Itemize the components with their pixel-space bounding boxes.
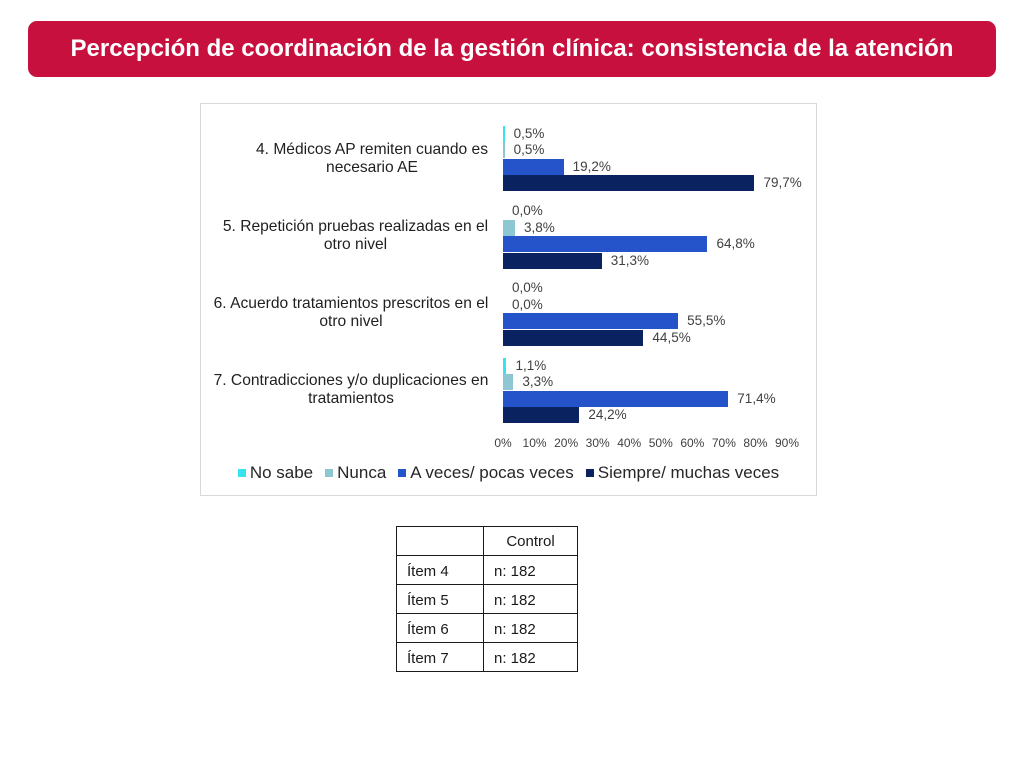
table-row: Ítem 6 n: 182 (396, 613, 578, 643)
n-cell: n: 182 (483, 584, 578, 614)
bar (503, 125, 505, 142)
data-label: 55,5% (687, 313, 726, 329)
chart: 4. Médicos AP remiten cuando es necesari… (200, 103, 817, 496)
x-tick-label: 0% (494, 436, 512, 450)
legend-item: A veces/ pocas veces (398, 463, 574, 483)
table-header-row: Control (396, 526, 578, 556)
legend-item: Siempre/ muchas veces (585, 463, 780, 483)
n-cell: n: 182 (483, 642, 578, 672)
x-tick-label: 50% (648, 436, 673, 450)
data-label: 1,1% (515, 357, 547, 373)
data-label: 3,8% (523, 219, 555, 235)
category-label: 7. Contradicciones y/o duplicaciones en … (213, 372, 489, 408)
legend-item: Nunca (325, 463, 386, 483)
x-tick-label: 10% (522, 436, 547, 450)
bar (503, 252, 602, 269)
x-tick-label: 90% (774, 436, 800, 450)
table-header-control: Control (483, 526, 578, 556)
data-label: 79,7% (763, 175, 802, 191)
bar (503, 158, 564, 175)
legend-label: Nunca (337, 463, 387, 482)
bar (503, 390, 729, 407)
category-label: 6. Acuerdo tratamientos prescritos en el… (213, 295, 489, 331)
bar (503, 407, 580, 424)
legend-label: A veces/ pocas veces (410, 463, 574, 482)
x-tick-label: 30% (585, 436, 610, 450)
x-tick-label: 60% (680, 436, 705, 450)
legend-swatch (398, 469, 407, 477)
table-row: Ítem 4 n: 182 (396, 555, 578, 585)
bar (503, 313, 679, 330)
legend-swatch (325, 469, 334, 477)
category-label: 4. Médicos AP remiten cuando es necesari… (255, 140, 489, 176)
legend-swatch (237, 469, 246, 477)
data-label: 19,2% (572, 158, 611, 174)
bar (503, 175, 755, 192)
table-header-blank (396, 526, 484, 556)
data-label: 0,0% (512, 203, 543, 219)
category-label: 5. Repetición pruebas realizadas en el o… (222, 217, 489, 253)
item-cell: Ítem 6 (396, 613, 484, 643)
n-cell: n: 182 (483, 555, 578, 585)
legend-label: No sabe (249, 463, 314, 482)
item-cell: Ítem 4 (396, 555, 484, 585)
bar (503, 374, 514, 391)
data-label: 0,5% (513, 142, 545, 158)
table-row: Ítem 7 n: 182 (396, 642, 578, 672)
x-tick-label: 40% (617, 436, 642, 450)
bar (503, 329, 644, 346)
data-label: 44,5% (652, 329, 691, 345)
legend-label: Siempre/ muchas veces (597, 463, 780, 482)
data-label: 0,5% (513, 125, 545, 141)
table-row: Ítem 5 n: 182 (396, 584, 578, 614)
sample-size-table: Control Ítem 4 n: 182 Ítem 5 n: 182 Ítem… (396, 526, 578, 672)
x-tick-label: 80% (743, 436, 768, 450)
legend: No sabe Nunca A veces/ pocas veces Siempre/… (201, 462, 816, 484)
bar (503, 236, 708, 253)
x-tick-label: 20% (554, 436, 579, 450)
x-tick-label: 70% (711, 436, 736, 450)
item-cell: Ítem 7 (396, 642, 484, 672)
bar (503, 357, 507, 374)
data-label: 71,4% (737, 390, 776, 406)
data-label: 31,3% (610, 252, 650, 268)
data-label: 24,2% (588, 407, 627, 423)
item-cell: Ítem 5 (396, 584, 484, 614)
data-label: 64,8% (716, 236, 755, 252)
data-label: 0,0% (512, 280, 543, 296)
bar (503, 219, 515, 236)
bar (503, 142, 505, 159)
legend-swatch (585, 469, 594, 477)
data-label: 0,0% (512, 296, 543, 312)
data-label: 3,3% (522, 374, 554, 390)
n-cell: n: 182 (483, 613, 578, 643)
slide-title: Percepción de coordinación de la gestión… (70, 35, 954, 62)
legend-item: No sabe (237, 463, 314, 483)
slide-title-bar: Percepción de coordinación de la gestión… (28, 21, 996, 77)
